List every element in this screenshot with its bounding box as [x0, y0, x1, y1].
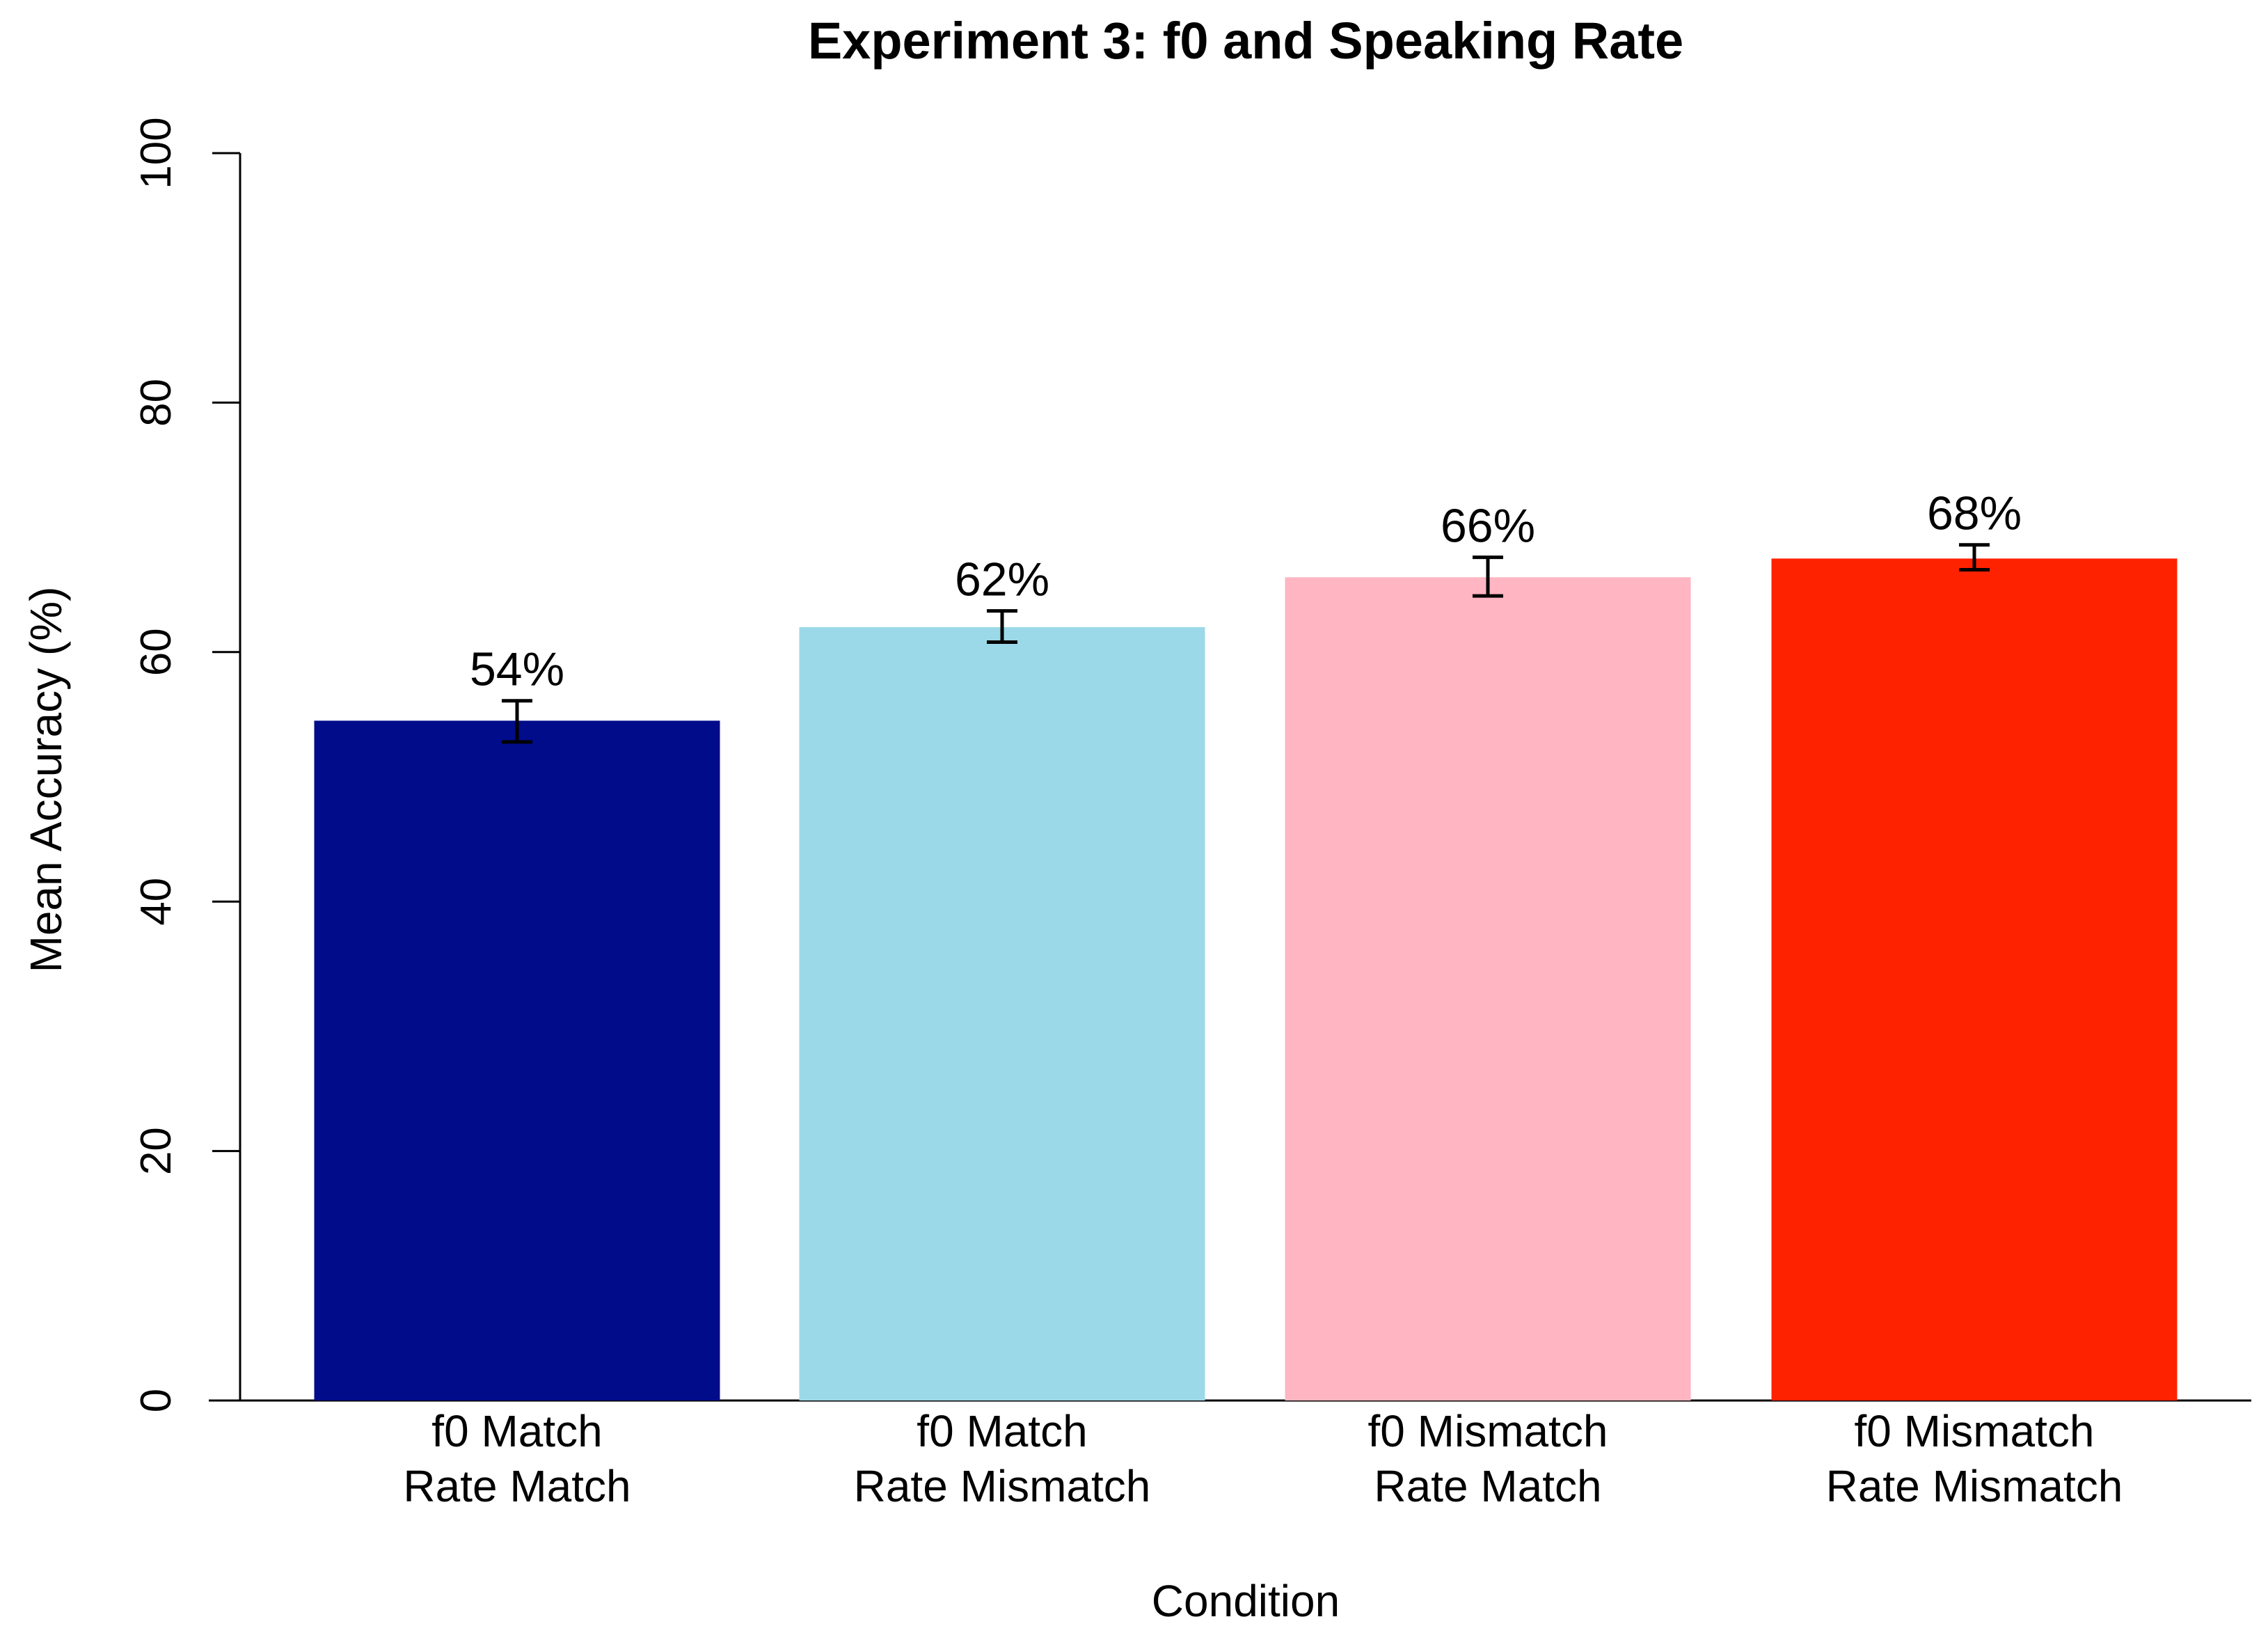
- error-bar: [987, 609, 1017, 644]
- y-tick-label: 100: [132, 117, 180, 189]
- bar: [1285, 577, 1691, 1401]
- bar: [1771, 558, 2178, 1401]
- data-labels: 54% 62% 66% 68%: [470, 487, 2022, 696]
- error-bars: [502, 543, 1990, 744]
- x-tick-label: f0 Match: [917, 1406, 1087, 1456]
- y-axis-label: Mean Accuracy (%): [21, 587, 71, 973]
- y-axis: 0 20 40 60 80 100: [132, 117, 241, 1412]
- bars: [314, 558, 2178, 1401]
- data-label: 68%: [1927, 487, 2022, 540]
- bar: [799, 626, 1205, 1401]
- bar: [314, 720, 720, 1401]
- x-tick-label: f0 Match: [431, 1406, 602, 1456]
- x-tick-label: Rate Mismatch: [1826, 1461, 2123, 1511]
- data-label: 66%: [1441, 500, 1535, 553]
- error-bar: [1473, 555, 1503, 598]
- data-label: 62%: [955, 553, 1049, 606]
- y-tick-label: 80: [132, 379, 180, 427]
- error-bar: [502, 699, 532, 744]
- y-tick-label: 20: [132, 1127, 180, 1175]
- x-tick-label: Rate Match: [1374, 1461, 1601, 1511]
- error-bar: [1959, 543, 1990, 572]
- data-label: 54%: [470, 643, 564, 696]
- x-tick-label: Rate Mismatch: [854, 1461, 1151, 1511]
- x-axis-label: Condition: [1152, 1576, 1340, 1626]
- x-tick-label: f0 Mismatch: [1368, 1406, 1608, 1456]
- y-tick-label: 0: [132, 1389, 180, 1412]
- y-tick-label: 40: [132, 878, 180, 926]
- x-tick-label: f0 Mismatch: [1855, 1406, 2095, 1456]
- chart-title: Experiment 3: f0 and Speaking Rate: [808, 12, 1683, 70]
- y-tick-label: 60: [132, 628, 180, 676]
- x-tick-label: Rate Match: [403, 1461, 631, 1511]
